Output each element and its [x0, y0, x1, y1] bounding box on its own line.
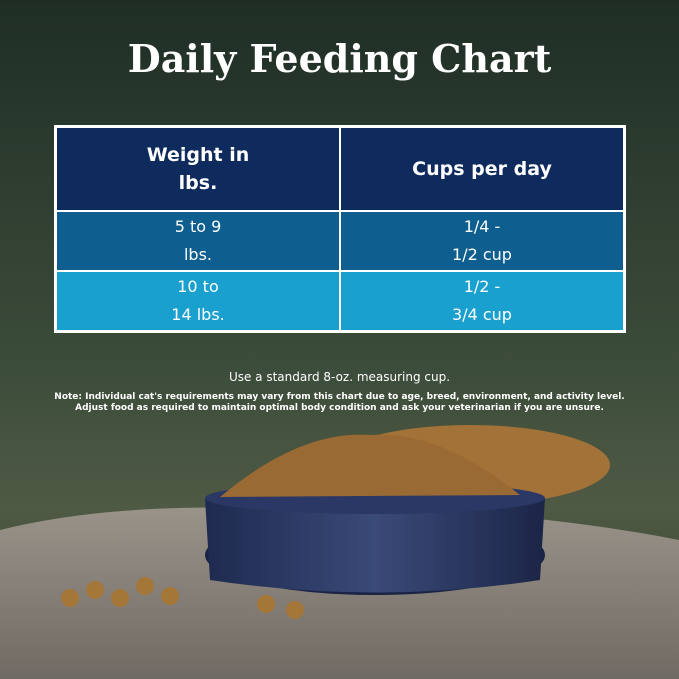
- title: Daily Feeding Chart: [127, 36, 552, 81]
- cell: 10 to 14 lbs.: [54, 270, 341, 333]
- instruction: Use a standard 8-oz. measuring cup.: [228, 370, 451, 384]
- column-header: Cups per day: [339, 125, 626, 212]
- column-header: Weight in lbs.: [54, 125, 341, 212]
- feeding-table: Weight in lbs. Cups per day 5 to 9 lbs. …: [54, 125, 626, 333]
- cell: 1/4 - 1/2 cup: [339, 210, 626, 272]
- cell: 5 to 9 lbs.: [54, 210, 341, 272]
- note: Note: Individual cat's requirements may …: [54, 392, 625, 402]
- cell: 1/2 - 3/4 cup: [339, 270, 626, 333]
- note: Adjust food as required to maintain opti…: [75, 403, 604, 413]
